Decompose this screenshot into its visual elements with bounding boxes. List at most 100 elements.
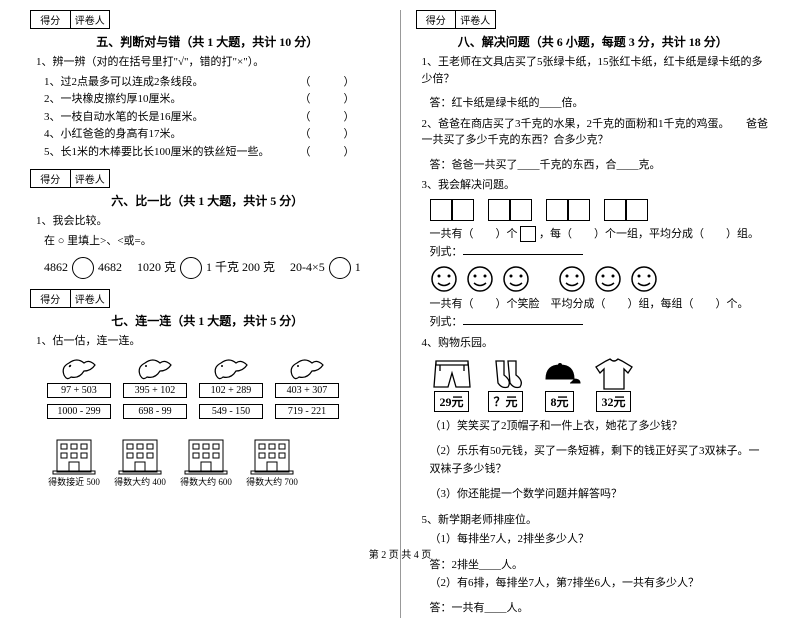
score-box-5: 得分 评卷人 [30,10,110,29]
blank-line [463,313,583,325]
sec8-q4c: （3）你还能提一个数学问题并解答吗？ [430,486,771,504]
expr-b: 4682 [98,259,122,273]
building-label: 得数接近 500 [48,475,100,488]
building-label: 得数大约 600 [180,475,232,488]
paren: （ ） [300,109,355,127]
sec5-item-5-text: 5、长1米的木棒要比长100厘米的铁丝短一些。 [44,146,270,158]
sec8-q1: 1、王老师在文具店买了5张绿卡纸，15张红卡纸，红卡纸是绿卡纸的多少倍？ [422,54,771,87]
sec8-q3-line1: 一共有（ ）个 ，每（ ）个一组，平均分成（ ）组。 [430,226,771,244]
sec8-q4b: （2）乐乐有50元钱，买了一条短裤，剩下的钱正好买了3双袜子。一双袜子多少钱？ [430,443,771,478]
expr-box: 1000 - 299 [47,404,111,419]
sec5-intro: 1、辨一辨（对的在括号里打"√"，错的打"×"）。 [36,54,385,71]
sec8-q3-formula: 列式： [430,243,771,262]
paren: （ ） [300,144,355,162]
expr-box: 719 - 221 [275,404,339,419]
dove-item: 102 + 289 [196,355,266,398]
sec8-q2: 2、爸爸在商店买了3千克的水果，2千克的面粉和1千克的鸡蛋。 爸爸一共买了多少千… [422,116,771,149]
left-column: 得分 评卷人 五、判断对与错（共 1 大题，共计 10 分） 1、辨一辨（对的在… [20,10,395,618]
score-label: 得分 [31,11,71,28]
grader-label: 评卷人 [456,11,495,28]
shop-shirt: 32元 [592,357,636,412]
expr-box: 698 - 99 [123,404,187,419]
sec5-item-2-text: 2、一块橡皮擦约厚10厘米。 [44,93,182,105]
score-box-7: 得分 评卷人 [30,289,110,308]
sec6-intro: 1、我会比较。 [36,213,385,230]
building-item: 得数大约 600 [176,435,236,490]
smiley-icon [630,265,658,293]
sec8-q5b: （2）有6排，每排坐7人，第7排坐6人，一共有多少人？ [430,575,771,593]
shop-cap: 8元 [538,357,582,412]
dove-item: 549 - 150 [196,404,266,419]
paren: （ ） [300,91,355,109]
square-icon [568,199,590,221]
dove-row-2: 1000 - 299 698 - 99 549 - 150 719 - 221 [44,404,385,419]
score-label: 得分 [31,170,71,187]
section-6-title: 六、比一比（共 1 大题，共计 5 分） [30,192,385,209]
shop-shorts: 29元 [430,357,474,412]
paren: （ ） [300,126,355,144]
score-box-6: 得分 评卷人 [30,169,110,188]
sec8-q1-ans: 答：红卡纸是绿卡纸的____倍。 [430,95,771,113]
sq-pair [430,199,474,221]
paren: （ ） [300,74,355,92]
sq-pair [488,199,532,221]
small-square-icon [520,226,536,242]
sec8-q5: 5、新学期老师排座位。 [422,512,771,529]
shorts-icon [430,357,474,391]
building-label: 得数大约 400 [114,475,166,488]
sec5-item-3-text: 3、一枝自动水笔的长是16厘米。 [44,111,204,123]
face-row [430,265,771,293]
price-tag: 29元 [434,391,468,412]
grader-label: 评卷人 [71,170,110,187]
compare-circle [329,257,351,279]
sec5-item-4: 4、小红爸爸的身高有17米。 （ ） [44,126,385,144]
sec5-item-1: 1、过2点最多可以连成2条线段。 （ ） [44,74,385,92]
sec5-item-4-text: 4、小红爸爸的身高有17米。 [44,128,182,140]
square-icon [604,199,626,221]
sec8-q3: 3、我会解决问题。 [422,177,771,194]
dove-item: 395 + 102 [120,355,190,398]
building-item: 得数大约 400 [110,435,170,490]
dove-icon [135,355,175,383]
square-icon [452,199,474,221]
smiley-icon [558,265,586,293]
socks-icon [484,357,528,391]
dove-icon [287,355,327,383]
square-group [430,199,771,221]
expr-box: 97 + 503 [47,383,111,398]
smiley-icon [430,265,458,293]
formula-label: 列式： [430,246,463,258]
price-tag: 8元 [545,391,573,412]
score-label: 得分 [31,290,71,307]
formula-label: 列式： [430,316,463,328]
dove-item: 403 + 307 [272,355,342,398]
price-tag: 32元 [596,391,630,412]
score-label: 得分 [417,11,457,28]
building-icon [181,435,231,475]
expr-e: 20-4×5 [290,259,325,273]
dove-row-1: 97 + 503 395 + 102 102 + 289 403 + 307 [44,355,385,398]
shop-socks: ？元 [484,357,528,412]
sec8-q4a: （1）笑笑买了2顶帽子和一件上衣，她花了多少钱？ [430,418,771,436]
expr-f: 1 [355,259,361,273]
sec5-item-3: 3、一枝自动水笔的长是16厘米。 （ ） [44,109,385,127]
sec5-item-1-text: 1、过2点最多可以连成2条线段。 [44,76,204,88]
expr-box: 403 + 307 [275,383,339,398]
section-8-title: 八、解决问题（共 6 小题，每题 3 分，共计 18 分） [416,33,771,50]
dove-item: 719 - 221 [272,404,342,419]
compare-circle [72,257,94,279]
column-divider [400,10,401,618]
building-icon [115,435,165,475]
sec5-item-2: 2、一块橡皮擦约厚10厘米。 （ ） [44,91,385,109]
section-7-title: 七、连一连（共 1 大题，共计 5 分） [30,312,385,329]
sec8-q2-ans: 答：爸爸一共买了____千克的东西，合____克。 [430,157,771,175]
sec6-exprs: 48624682 1020 克1 千克 200 克 20-4×51 [44,257,385,279]
dove-item: 698 - 99 [120,404,190,419]
dove-icon [59,355,99,383]
sec6-line1: 在 ○ 里填上>、<或=。 [44,233,385,251]
sq-pair [604,199,648,221]
q3-text2: ，每（ ）个一组，平均分成（ ）组。 [539,228,759,240]
smiley-icon [502,265,530,293]
square-icon [626,199,648,221]
building-item: 得数大约 700 [242,435,302,490]
